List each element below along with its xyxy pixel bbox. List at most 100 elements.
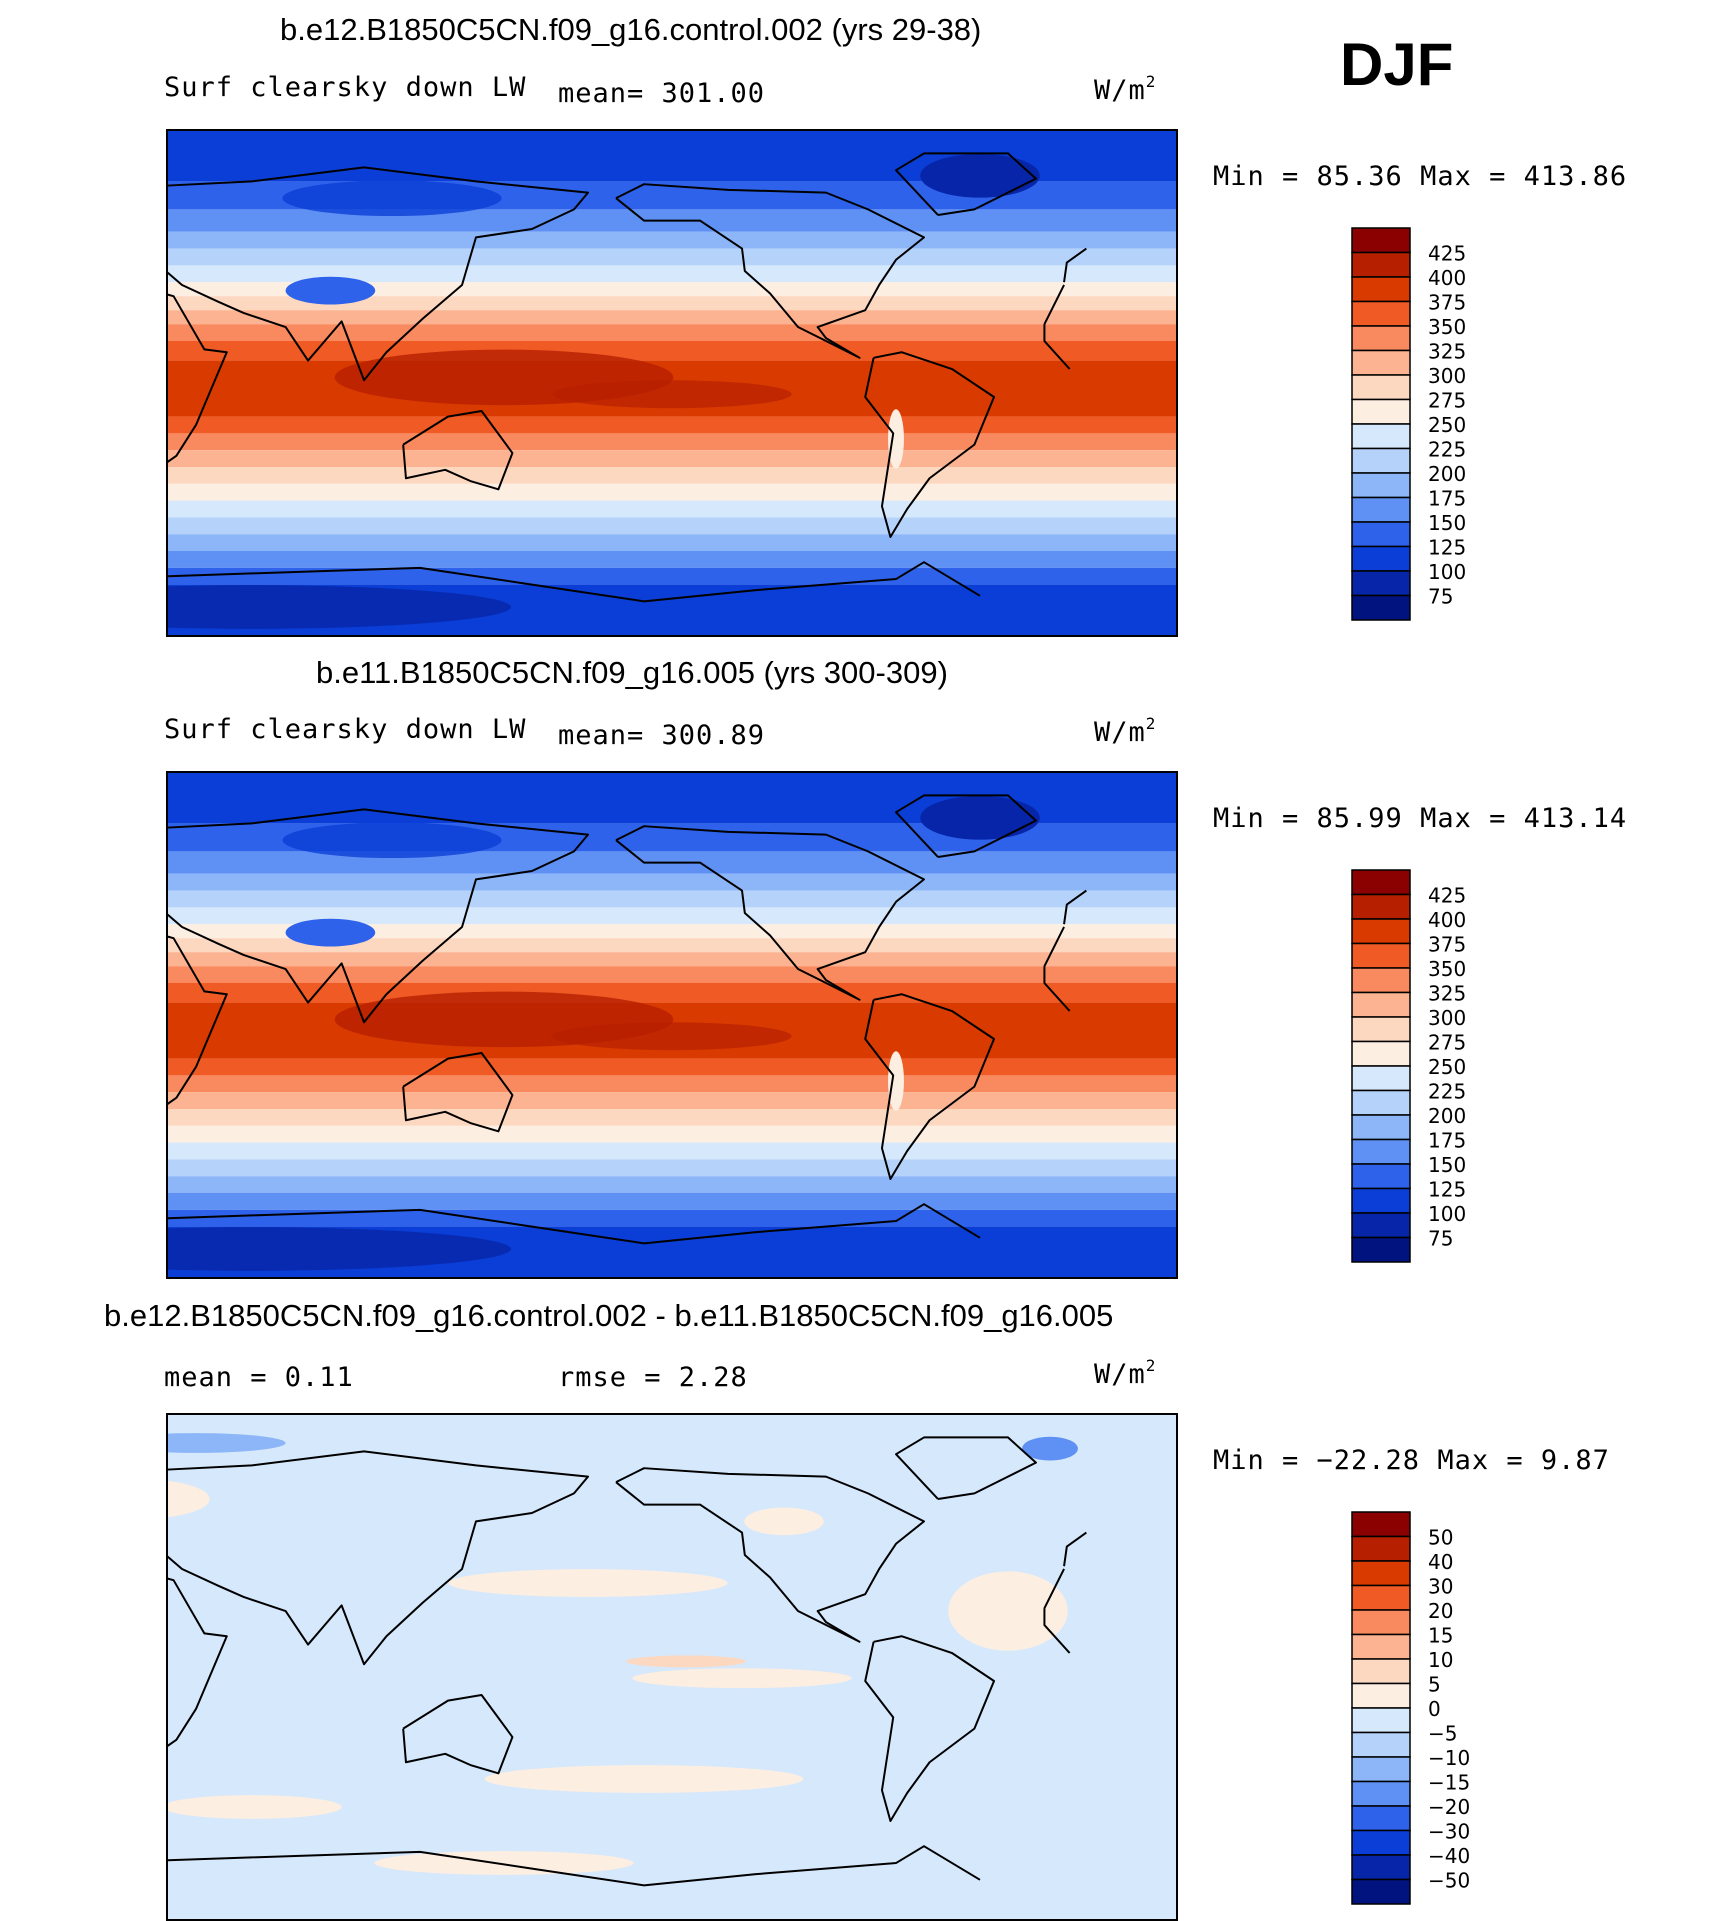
field-band xyxy=(168,938,1176,953)
colorbar-swatch xyxy=(1351,869,1411,896)
antarctica-outline xyxy=(168,1203,981,1245)
field-band xyxy=(168,1193,1176,1210)
colorbar-swatch xyxy=(1351,1682,1411,1709)
field-band xyxy=(168,483,1176,501)
field-andes-cold xyxy=(888,409,904,469)
colorbar-swatch xyxy=(1351,423,1411,450)
field-band xyxy=(168,433,1176,451)
colorbar-swatch xyxy=(1351,325,1411,352)
africa-outline xyxy=(168,1577,228,1747)
eurasia-outline xyxy=(168,808,590,1024)
field-band xyxy=(168,282,1176,297)
field-band xyxy=(168,1209,1176,1227)
colorbar-swatch xyxy=(1351,251,1411,278)
field-band xyxy=(168,296,1176,311)
colorbar-swatch xyxy=(1351,1114,1411,1141)
field-band xyxy=(168,450,1176,467)
panel-3-mean: mean = 0.11 xyxy=(164,1362,354,1393)
panel-1-title: b.e12.B1850C5CN.f09_g16.control.002 (yrs… xyxy=(280,12,982,47)
colorbar-tick-label: 375 xyxy=(1428,291,1466,315)
colorbar-tick-label: 175 xyxy=(1428,487,1466,511)
field-band xyxy=(168,551,1176,568)
colorbar-swatch xyxy=(1351,1707,1411,1734)
colorbar-tick-label: −5 xyxy=(1428,1722,1457,1746)
africa-outline xyxy=(168,293,228,463)
field-band xyxy=(168,890,1176,908)
colorbar-swatch xyxy=(1351,1584,1411,1611)
colorbar-tick-label: 100 xyxy=(1428,1202,1466,1226)
colorbar-swatch xyxy=(1351,300,1411,327)
field-siberia-cold xyxy=(282,180,502,217)
africa-outline xyxy=(1043,324,1071,370)
panel-1-units: W/m2 xyxy=(1094,72,1157,106)
africa-outline xyxy=(168,935,228,1105)
colorbar-swatch xyxy=(1351,1016,1411,1043)
colorbar-tick-label: 350 xyxy=(1428,957,1466,981)
colorbar-tick-label: 40 xyxy=(1428,1550,1453,1574)
panel-2-map xyxy=(166,771,1178,1279)
panel-2-units: W/m2 xyxy=(1094,714,1157,748)
colorbar-swatch xyxy=(1351,1236,1411,1263)
panel-1-minmax: Min = 85.36 Max = 413.86 xyxy=(1213,161,1628,192)
field-siberia-cold xyxy=(282,822,502,859)
colorbar-tick-label: −40 xyxy=(1428,1844,1470,1868)
field-tibet-cold xyxy=(285,276,376,305)
field-band xyxy=(168,265,1176,283)
colorbar-swatch xyxy=(1351,1089,1411,1116)
field-band xyxy=(168,324,1176,341)
colorbar-swatch xyxy=(1351,1535,1411,1562)
field-band xyxy=(168,873,1176,891)
field-band xyxy=(168,467,1176,484)
north-america-outline xyxy=(615,183,925,359)
field-positive-patch xyxy=(374,1851,634,1875)
australia-outline xyxy=(402,1051,514,1133)
colorbar-swatch xyxy=(1351,1878,1411,1905)
colorbar-tick-label: 5 xyxy=(1428,1673,1441,1697)
colorbar-swatch xyxy=(1351,521,1411,548)
greenland-outline xyxy=(895,1436,1037,1501)
colorbar-tick-label: 200 xyxy=(1428,1104,1466,1128)
colorbar-tick-label: 250 xyxy=(1428,1055,1466,1079)
colorbar-swatch xyxy=(1351,1731,1411,1758)
field-band xyxy=(168,534,1176,551)
field-band xyxy=(168,907,1176,925)
colorbar-tick-label: 20 xyxy=(1428,1599,1453,1623)
antarctica-outline xyxy=(168,1845,981,1887)
eurasia-outline xyxy=(1063,247,1087,283)
field-positive-patch xyxy=(168,1795,342,1819)
field-positive-patch xyxy=(948,1571,1068,1651)
field-positive-patch xyxy=(448,1569,728,1597)
field-greenland-cold xyxy=(920,153,1040,198)
north-america-outline xyxy=(615,1467,925,1643)
field-positive-patch xyxy=(168,1480,210,1518)
field-warm-tongue xyxy=(552,380,792,409)
field-band xyxy=(168,1092,1176,1109)
field-band xyxy=(168,341,1176,361)
south-america-outline xyxy=(864,993,996,1180)
field-andes-cold xyxy=(888,1051,904,1111)
africa-outline xyxy=(1043,966,1071,1012)
colorbar-tick-label: 125 xyxy=(1428,536,1466,560)
panel-3-minmax: Min = −22.28 Max = 9.87 xyxy=(1213,1445,1610,1476)
africa-outline xyxy=(1043,1568,1065,1609)
map-field-svg xyxy=(168,131,1176,635)
season-label: DJF xyxy=(1340,31,1454,98)
south-america-outline xyxy=(864,1635,996,1822)
colorbar-tick-label: −20 xyxy=(1428,1795,1470,1819)
field-antarctica-cold xyxy=(168,585,511,629)
field-band xyxy=(168,248,1176,266)
field-band xyxy=(168,952,1176,967)
colorbar-tick-label: 400 xyxy=(1428,908,1466,932)
field-band xyxy=(168,500,1176,518)
colorbar-tick-label: 400 xyxy=(1428,266,1466,290)
greenland-outline xyxy=(895,152,1037,217)
australia-outline xyxy=(402,1693,514,1775)
colorbar-swatch xyxy=(1351,942,1411,969)
colorbar-tick-label: 125 xyxy=(1428,1178,1466,1202)
australia-outline xyxy=(402,409,514,491)
colorbar-swatch xyxy=(1351,1163,1411,1190)
colorbar-tick-label: 425 xyxy=(1428,884,1466,908)
field-band xyxy=(168,966,1176,983)
field-band xyxy=(168,310,1176,325)
